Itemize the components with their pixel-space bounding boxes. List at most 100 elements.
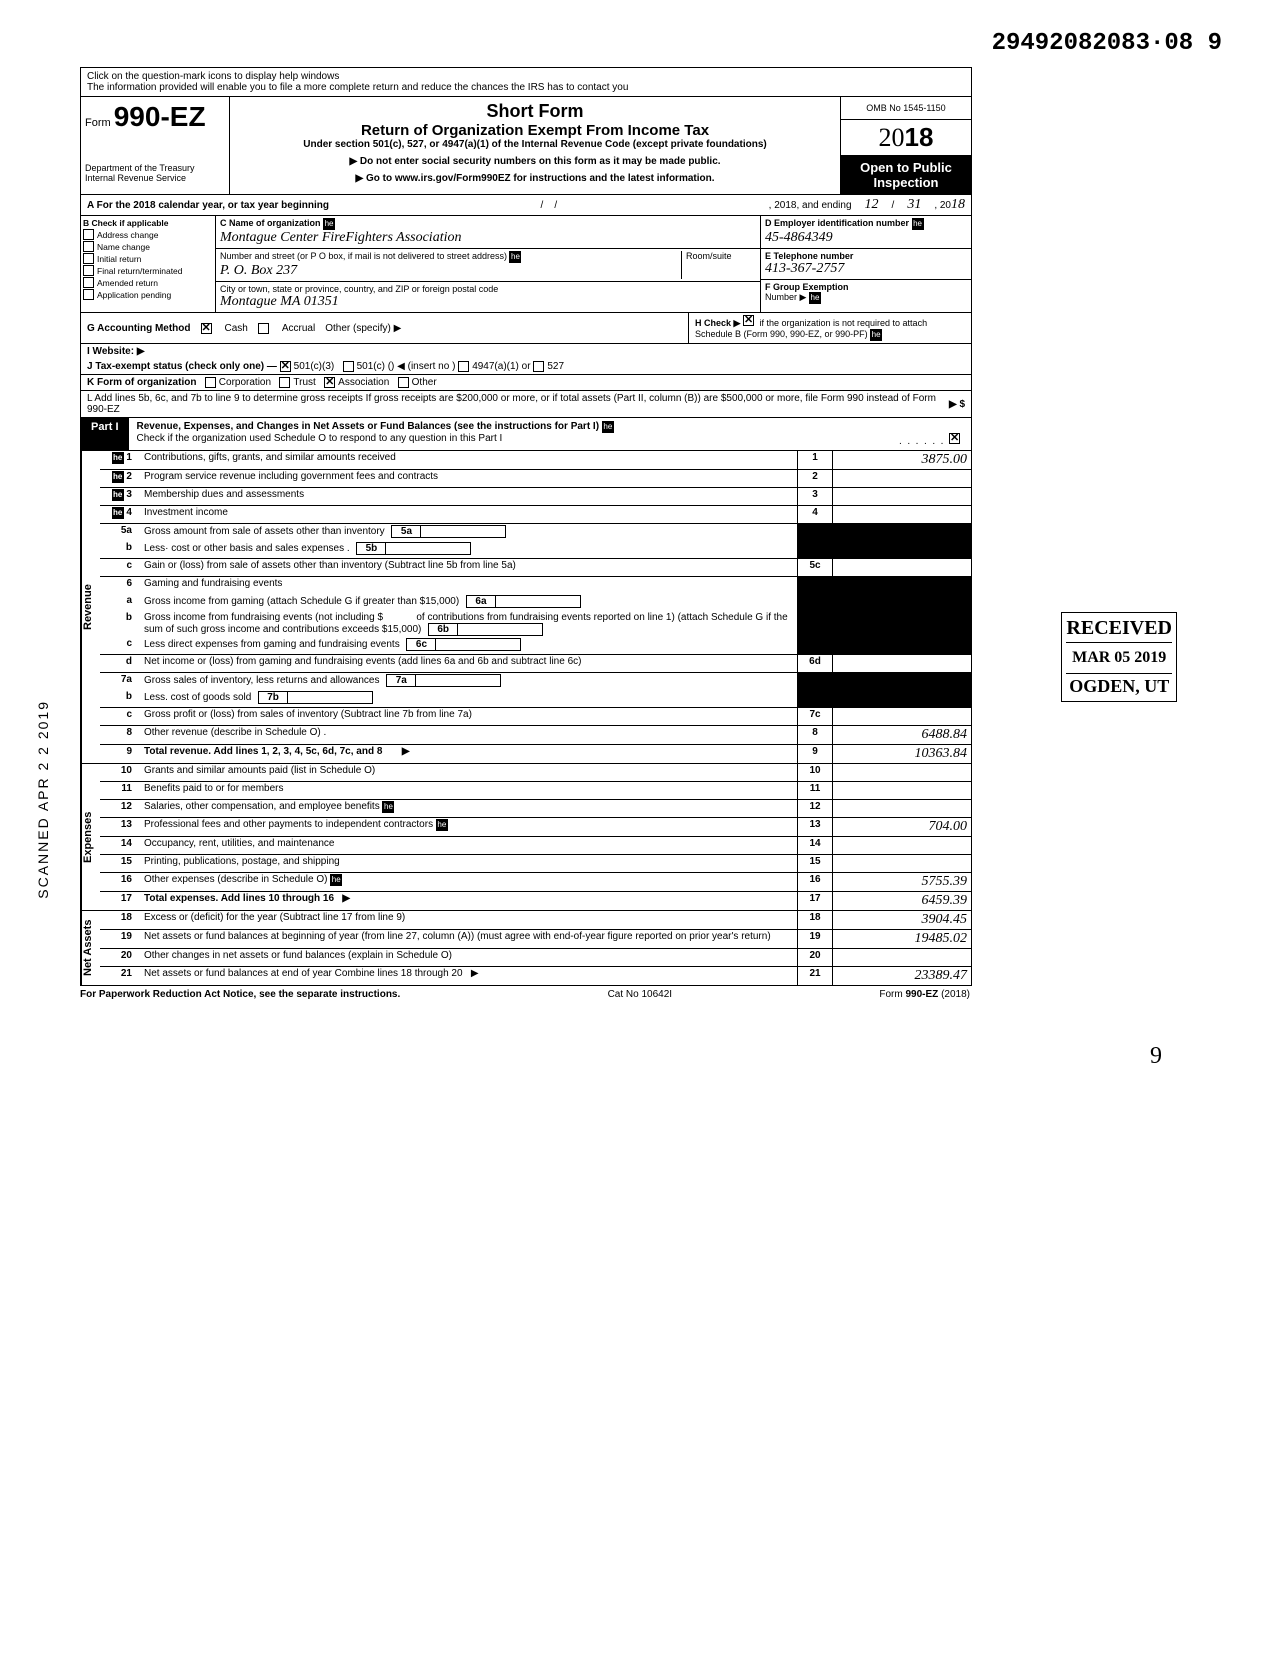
g-accrual: Accrual <box>282 323 315 334</box>
instruction-1: ▶ Do not enter social security numbers o… <box>234 156 836 167</box>
open-to-public: Open to Public Inspection <box>841 156 971 194</box>
header-center: Short Form Return of Organization Exempt… <box>230 97 840 194</box>
year-prefix: 20 <box>879 123 905 152</box>
revenue-section: Revenue he 1 Contributions, gifts, grant… <box>81 451 971 764</box>
section-c: C Name of organization he Montague Cente… <box>216 216 760 312</box>
footer-left: For Paperwork Reduction Act Notice, see … <box>80 989 400 1000</box>
line-a-day: 31 <box>894 197 934 213</box>
help-icon[interactable]: he <box>870 329 882 341</box>
c-city-label: City or town, state or province, country… <box>220 284 498 294</box>
k-assoc: Association <box>338 377 389 388</box>
help-text: Click on the question-mark icons to disp… <box>81 68 971 97</box>
checkbox-final-return[interactable] <box>83 265 94 276</box>
received-text: RECEIVED <box>1066 617 1172 643</box>
header-left: Form 990-EZ Department of the Treasury I… <box>81 97 230 194</box>
instruction-2: ▶ Go to www.irs.gov/Form990EZ for instru… <box>234 173 836 184</box>
line-i: I Website: ▶ <box>81 344 971 359</box>
j-527: 527 <box>547 361 564 372</box>
part-1-title: Revenue, Expenses, and Changes in Net As… <box>129 418 971 450</box>
i-label: I Website: ▶ <box>87 346 145 357</box>
j-label: J Tax-exempt status (check only one) — <box>87 361 277 372</box>
row-gh: G Accounting Method Cash Accrual Other (… <box>81 313 971 344</box>
help-line-2: The information provided will enable you… <box>87 82 965 93</box>
c-addr-label: Number and street (or P O box, if mail i… <box>220 251 507 261</box>
checkbox-accrual[interactable] <box>258 323 269 334</box>
section-bcde: B Check if applicable Address change Nam… <box>81 216 971 313</box>
line-a-label: A For the 2018 calendar year, or tax yea… <box>87 200 329 211</box>
footer-center: Cat No 10642I <box>608 989 673 1000</box>
footer-right: Form 990-EZ (2018) <box>879 989 970 1000</box>
b-item-0: Address change <box>97 230 158 240</box>
checkbox-corp[interactable] <box>205 377 216 388</box>
checkbox-address-change[interactable] <box>83 229 94 240</box>
received-city: OGDEN, UT <box>1066 673 1172 697</box>
checkbox-527[interactable] <box>533 361 544 372</box>
e-label: E Telephone number <box>765 251 853 261</box>
received-stamp: RECEIVED MAR 05 2019 OGDEN, UT <box>1061 612 1177 702</box>
part-1-header: Part I Revenue, Expenses, and Changes in… <box>81 418 971 451</box>
d-label: D Employer identification number <box>765 218 909 228</box>
j-501c3: 501(c)(3) <box>294 361 335 372</box>
checkbox-other[interactable] <box>398 377 409 388</box>
tax-year: 2018 <box>841 120 971 156</box>
checkbox-pending[interactable] <box>83 289 94 300</box>
b-item-4: Amended return <box>97 278 158 288</box>
title-return: Return of Organization Exempt From Incom… <box>234 122 836 139</box>
header-right: OMB No 1545-1150 2018 Open to Public Ins… <box>840 97 971 194</box>
scanned-stamp: SCANNED APR 2 2 2019 <box>35 700 51 899</box>
omb-number: OMB No 1545-1150 <box>841 97 971 120</box>
ein: 45-4864349 <box>765 230 833 245</box>
footer: For Paperwork Reduction Act Notice, see … <box>80 986 970 1003</box>
k-label: K Form of organization <box>87 377 196 388</box>
line-a-month: 12 <box>852 197 892 213</box>
part-1-check: Check if the organization used Schedule … <box>137 433 503 444</box>
checkbox-501c3[interactable] <box>280 361 291 372</box>
form-990ez: Click on the question-mark icons to disp… <box>80 67 972 986</box>
checkbox-schedule-o[interactable] <box>949 433 960 444</box>
j-501c: 501(c) ( <box>357 361 391 372</box>
net-assets-label: Net Assets <box>81 911 100 985</box>
g-cash: Cash <box>225 323 248 334</box>
line-j: J Tax-exempt status (check only one) — 5… <box>81 359 971 375</box>
help-line-1: Click on the question-mark icons to disp… <box>87 71 965 82</box>
j-insert: ) ◀ (insert no ) <box>391 361 455 372</box>
b-item-1: Name change <box>97 242 150 252</box>
checkbox-assoc[interactable] <box>324 377 335 388</box>
help-icon[interactable]: he <box>912 218 924 230</box>
line-a-year: 18 <box>951 197 965 213</box>
checkbox-cash[interactable] <box>201 323 212 334</box>
l-arrow: ▶ $ <box>949 399 965 410</box>
line-k: K Form of organization Corporation Trust… <box>81 375 971 391</box>
checkbox-501c[interactable] <box>343 361 354 372</box>
checkbox-amended[interactable] <box>83 277 94 288</box>
help-icon[interactable]: he <box>809 292 821 304</box>
b-item-3: Final return/terminated <box>97 266 183 276</box>
checkbox-name-change[interactable] <box>83 241 94 252</box>
help-icon[interactable]: he <box>602 421 614 433</box>
checkbox-initial-return[interactable] <box>83 253 94 264</box>
g-label: G Accounting Method <box>87 323 191 334</box>
help-icon[interactable]: he <box>509 251 521 263</box>
g-other: Other (specify) ▶ <box>325 323 401 334</box>
f-label: F Group Exemption <box>765 282 849 292</box>
f-label2: Number ▶ <box>765 292 806 302</box>
checkbox-4947[interactable] <box>458 361 469 372</box>
phone: 413-367-2757 <box>765 261 844 276</box>
revenue-label: Revenue <box>81 451 100 763</box>
help-icon[interactable]: he <box>323 218 335 230</box>
h-label: H Check ▶ <box>695 318 740 328</box>
expenses-label: Expenses <box>81 764 100 910</box>
part-1-label: Part I <box>81 418 129 450</box>
line-l: L Add lines 5b, 6c, and 7b to line 9 to … <box>81 391 971 418</box>
line-a-mid: , 2018, and ending <box>769 200 852 211</box>
form-number: Form 990-EZ <box>85 101 225 133</box>
page-number-top: 29492082083·08 9 <box>50 30 1222 57</box>
checkbox-trust[interactable] <box>279 377 290 388</box>
title-short-form: Short Form <box>234 101 836 122</box>
checkbox-h[interactable] <box>743 315 754 326</box>
bottom-page-number: 9 <box>50 1043 1162 1070</box>
org-name: Montague Center FireFighters Association <box>220 230 461 245</box>
b-item-5: Application pending <box>97 290 171 300</box>
expenses-section: Expenses 10 Grants and similar amounts p… <box>81 764 971 911</box>
open-public-2: Inspection <box>843 175 969 190</box>
